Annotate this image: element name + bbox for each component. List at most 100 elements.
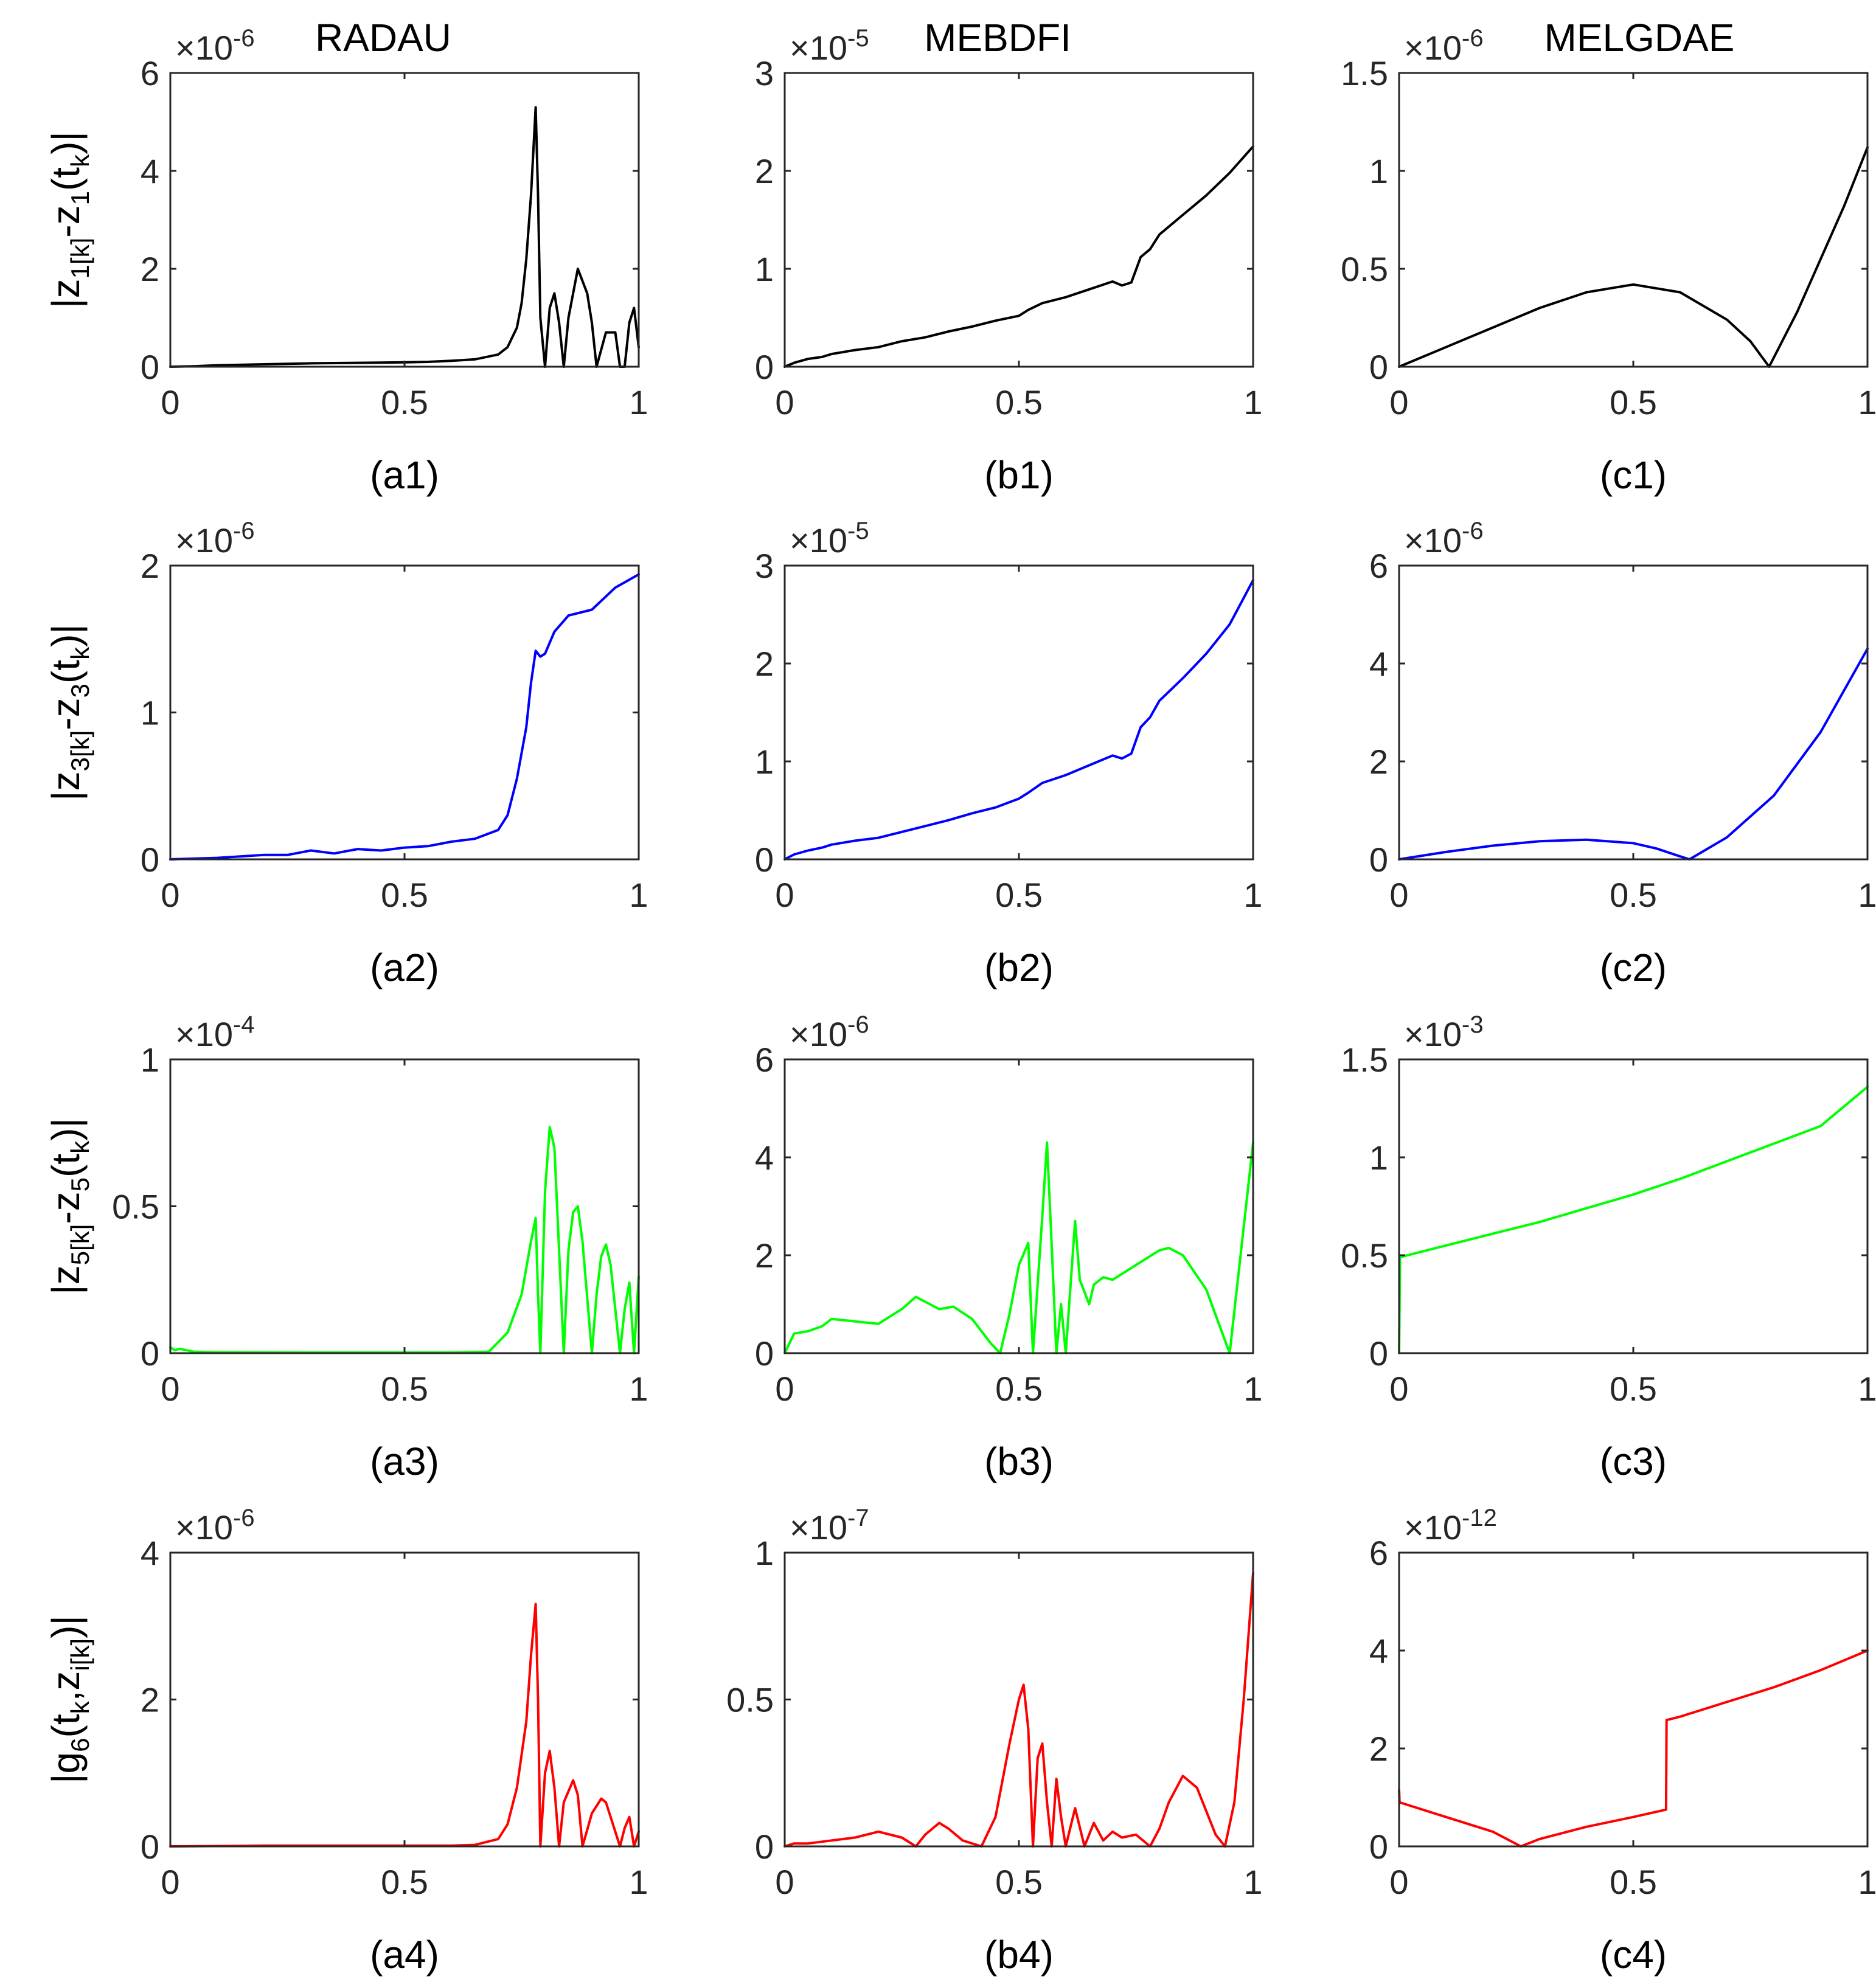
x-tick-label: 1 — [629, 1863, 648, 1901]
panel-a2: 0 0.5 1 0 1 2 ×10-6 (a2) — [141, 518, 648, 989]
exponent-multiplier-b4: ×10-7 — [790, 1505, 869, 1547]
axes-frame-b1 — [783, 72, 1254, 368]
panel-c3: 0 0.5 1 0 0.5 1 1.5 ×10-3 (c3) — [1341, 1011, 1876, 1483]
y-tick-label: 3 — [755, 547, 774, 585]
exponent-multiplier-c4: ×10-12 — [1404, 1505, 1497, 1547]
y-tick-label: 2 — [755, 1236, 774, 1275]
title-mebdfi: MEBDFI — [924, 16, 1071, 60]
row-ylabel-4: |g6(tk,zi[k])| — [44, 1615, 94, 1784]
x-tick-label: 0.5 — [995, 1370, 1043, 1408]
y-tick-label: 0 — [755, 840, 774, 879]
series-line-b3 — [783, 1141, 1254, 1354]
x-tick-label: 0 — [1389, 1863, 1408, 1901]
x-tick-label: 1 — [1858, 1370, 1876, 1408]
axes-frame-a3 — [169, 1058, 640, 1354]
panels: 0 0.5 1 0 2 4 6 ×10-6 (a1) 0 0.5 1 0 1 2 3 ×10-5 (b1) 0 0.5… — [112, 25, 1876, 1977]
x-tick-label: 0 — [1389, 876, 1408, 914]
x-tick-label: 0 — [161, 876, 179, 914]
row-ylabels: |z1[k]-z1(tk)| |z3[k]-z3(tk)| |z5[k]-z5(tk… — [44, 131, 94, 1784]
exponent-multiplier-b3: ×10-6 — [790, 1011, 869, 1053]
x-tick-label: 1 — [1858, 1863, 1876, 1901]
series-line-c4 — [1398, 1649, 1869, 1848]
y-tick-label: 1 — [1369, 152, 1388, 190]
x-tick-label: 0.5 — [381, 1370, 428, 1408]
series-line-c1 — [1398, 146, 1869, 368]
x-tick-label: 0.5 — [995, 876, 1043, 914]
x-tick-label: 0.5 — [1610, 876, 1657, 914]
series-line-a3 — [169, 1126, 640, 1354]
y-tick-label: 4 — [141, 152, 159, 190]
axes-frame-c4 — [1398, 1551, 1869, 1848]
panel-c4: 0 0.5 1 0 2 4 6 ×10-12 (c4) — [1369, 1505, 1876, 1977]
panel-c2: 0 0.5 1 0 2 4 6 ×10-6 (c2) — [1369, 518, 1876, 989]
exponent-multiplier-c2: ×10-6 — [1404, 518, 1484, 560]
x-tick-label: 0 — [775, 1370, 794, 1408]
x-tick-label: 0.5 — [381, 876, 428, 914]
x-tick-label: 1 — [629, 383, 648, 421]
y-tick-label: 1 — [755, 250, 774, 288]
y-tick-label: 2 — [141, 547, 159, 585]
y-tick-label: 0 — [1369, 348, 1388, 386]
y-tick-label: 4 — [1369, 1632, 1388, 1670]
y-tick-label: 3 — [755, 54, 774, 92]
exponent-multiplier-b1: ×10-5 — [790, 25, 869, 67]
y-tick-label: 1.5 — [1341, 54, 1388, 92]
x-tick-label: 0 — [775, 876, 794, 914]
exponent-multiplier-c3: ×10-3 — [1404, 1011, 1484, 1053]
y-tick-label: 0 — [141, 348, 159, 386]
panel-b4: 0 0.5 1 0 0.5 1 ×10-7 (b4) — [726, 1505, 1262, 1977]
y-tick-label: 0 — [1369, 840, 1388, 879]
y-tick-label: 0.5 — [726, 1681, 774, 1719]
exponent-multiplier-a4: ×10-6 — [175, 1505, 255, 1547]
panel-label-b1: (b1) — [984, 453, 1054, 497]
x-tick-label: 1 — [1858, 876, 1876, 914]
x-tick-label: 1 — [1243, 1370, 1262, 1408]
y-tick-label: 0 — [755, 1334, 774, 1373]
axes-frame-b3 — [783, 1058, 1254, 1354]
y-tick-label: 1 — [1369, 1138, 1388, 1177]
x-tick-label: 1 — [1243, 876, 1262, 914]
series-line-a1 — [169, 106, 640, 368]
x-tick-label: 1 — [1243, 383, 1262, 421]
series-line-a4 — [169, 1603, 640, 1848]
panel-label-b4: (b4) — [984, 1933, 1054, 1977]
axes-frame-a2 — [169, 564, 640, 861]
axes-frame-c2 — [1398, 564, 1869, 861]
y-tick-label: 4 — [141, 1534, 159, 1572]
exponent-multiplier-a2: ×10-6 — [175, 518, 255, 560]
series-line-c3 — [1398, 1086, 1869, 1354]
x-tick-label: 1 — [1243, 1863, 1262, 1901]
series-line-b4 — [783, 1571, 1254, 1848]
y-tick-label: 6 — [755, 1041, 774, 1079]
x-tick-label: 0.5 — [995, 1863, 1043, 1901]
panel-label-c3: (c3) — [1600, 1440, 1667, 1483]
y-tick-label: 0 — [755, 1828, 774, 1866]
row-ylabel-2: |z3[k]-z3(tk)| — [44, 624, 94, 801]
y-tick-label: 2 — [755, 645, 774, 683]
x-tick-label: 0.5 — [1610, 1863, 1657, 1901]
x-tick-label: 0.5 — [1610, 1370, 1657, 1408]
series-line-b1 — [783, 145, 1254, 368]
y-tick-label: 0.5 — [112, 1188, 159, 1226]
y-tick-label: 4 — [755, 1138, 774, 1177]
panel-label-c1: (c1) — [1600, 453, 1667, 497]
x-tick-label: 1 — [1858, 383, 1876, 421]
y-tick-label: 2 — [755, 152, 774, 190]
axes-frame-c3 — [1398, 1058, 1869, 1354]
y-tick-label: 0.5 — [1341, 250, 1388, 288]
panel-a1: 0 0.5 1 0 2 4 6 ×10-6 (a1) — [141, 25, 648, 497]
panel-label-a4: (a4) — [370, 1933, 439, 1977]
x-tick-label: 0 — [775, 383, 794, 421]
panel-label-b2: (b2) — [984, 946, 1054, 989]
panel-label-a2: (a2) — [370, 946, 439, 989]
x-tick-label: 0 — [161, 1863, 179, 1901]
axes-frame-b2 — [783, 564, 1254, 861]
x-tick-label: 1 — [629, 876, 648, 914]
panel-b1: 0 0.5 1 0 1 2 3 ×10-5 (b1) — [755, 25, 1263, 497]
panel-c1: 0 0.5 1 0 0.5 1 1.5 ×10-6 (c1) — [1341, 25, 1876, 497]
y-tick-label: 2 — [1369, 1730, 1388, 1768]
axes-frame-c1 — [1398, 72, 1869, 368]
y-tick-label: 0 — [141, 840, 159, 879]
row-ylabel-3: |z5[k]-z5(tk)| — [44, 1118, 94, 1295]
